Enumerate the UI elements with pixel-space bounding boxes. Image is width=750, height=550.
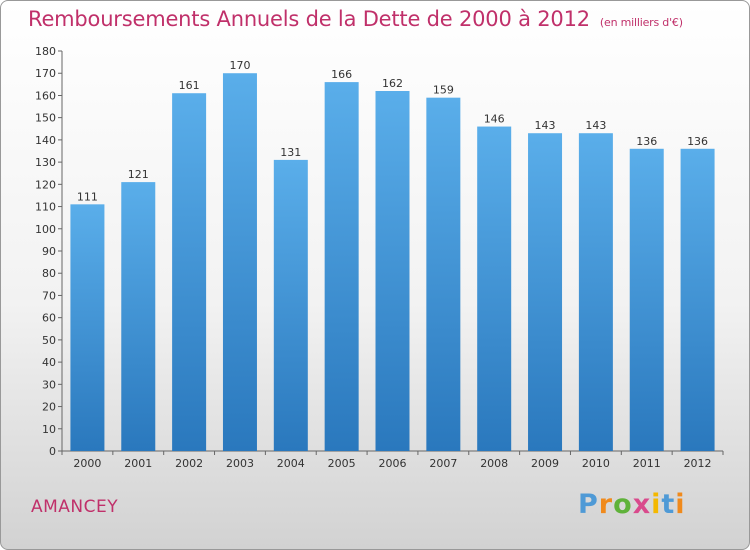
bar-value-label: 166 (331, 68, 352, 81)
y-tick-label: 70 (42, 289, 56, 302)
bar-2002 (172, 93, 207, 451)
bar-value-label: 146 (484, 113, 505, 126)
y-tick-label: 30 (42, 378, 56, 391)
bar-2001 (121, 182, 156, 451)
logo-letter: o (613, 489, 633, 520)
bar-2010 (578, 133, 613, 451)
y-tick-label: 130 (35, 156, 56, 169)
x-tick-label: 2004 (277, 457, 305, 470)
bar-2007 (426, 97, 461, 452)
x-tick-label: 2000 (73, 457, 101, 470)
bar-value-label: 161 (179, 79, 200, 92)
proxiti-logo[interactable]: Proxiti (578, 489, 686, 520)
y-tick-label: 90 (42, 245, 56, 258)
bar-value-label: 162 (382, 77, 403, 90)
x-tick-label: 2007 (429, 457, 457, 470)
x-tick-label: 2010 (582, 457, 610, 470)
bar-2009 (528, 133, 563, 451)
bar-value-label: 136 (636, 135, 657, 148)
x-tick-label: 2011 (633, 457, 661, 470)
y-tick-label: 170 (35, 67, 56, 80)
y-tick-label: 150 (35, 112, 56, 125)
x-tick-label: 2009 (531, 457, 559, 470)
bar-2003 (222, 73, 257, 451)
y-tick-label: 140 (35, 134, 56, 147)
logo-letter: r (598, 489, 614, 520)
y-tick-label: 100 (35, 223, 56, 236)
bar-2000 (70, 204, 105, 451)
x-tick-label: 2008 (480, 457, 508, 470)
x-tick-label: 2005 (328, 457, 356, 470)
x-tick-label: 2006 (379, 457, 407, 470)
x-tick-label: 2002 (175, 457, 203, 470)
bar-value-label: 131 (280, 146, 301, 159)
y-tick-label: 180 (35, 45, 56, 58)
bar-value-label: 159 (433, 84, 454, 97)
bar-value-label: 143 (585, 119, 606, 132)
x-tick-label: 2003 (226, 457, 254, 470)
bar-value-label: 111 (77, 190, 98, 203)
y-tick-label: 160 (35, 89, 56, 102)
y-tick-label: 110 (35, 201, 56, 214)
y-tick-label: 50 (42, 334, 56, 347)
logo-letter: i (651, 489, 662, 520)
town-name: AMANCEY (31, 497, 119, 517)
chart-title-text: Remboursements Annuels de la Dette de 20… (28, 7, 590, 31)
y-tick-label: 20 (42, 401, 56, 414)
y-tick-label: 0 (49, 445, 56, 458)
bar-value-label: 136 (687, 135, 708, 148)
bar-2012 (680, 148, 715, 451)
x-tick-label: 2012 (684, 457, 712, 470)
chart-subtitle: (en milliers d'€) (599, 16, 683, 29)
logo-letter: P (578, 489, 599, 520)
logo-letter: x (632, 489, 652, 520)
bar-2004 (273, 159, 308, 451)
y-tick-label: 40 (42, 356, 56, 369)
bar-2005 (324, 82, 359, 451)
bar-value-label: 170 (229, 59, 250, 72)
y-tick-label: 10 (42, 423, 56, 436)
chart-title: Remboursements Annuels de la Dette de 20… (28, 7, 683, 31)
bar-2006 (375, 91, 410, 451)
bar-2011 (629, 148, 664, 451)
logo-letter: i (675, 489, 686, 520)
x-tick-label: 2001 (124, 457, 152, 470)
bar-value-label: 121 (128, 168, 149, 181)
bar-value-label: 143 (535, 119, 556, 132)
logo-letter: t (661, 489, 676, 520)
y-tick-label: 60 (42, 312, 56, 325)
bar-2008 (477, 126, 512, 452)
y-tick-label: 120 (35, 178, 56, 191)
y-tick-label: 80 (42, 267, 56, 280)
